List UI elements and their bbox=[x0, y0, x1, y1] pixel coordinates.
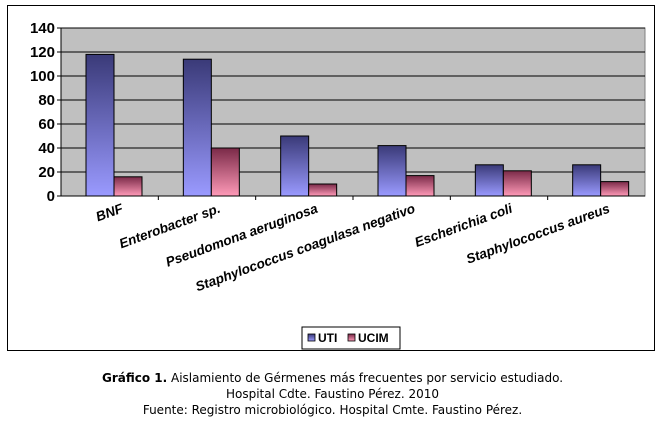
y-tick-label: 0 bbox=[47, 188, 55, 205]
bar-uti-1 bbox=[182, 58, 212, 197]
bar-uti-4 bbox=[474, 164, 504, 197]
figure-caption: Gráfico 1. Aislamiento de Gérmenes más f… bbox=[0, 370, 665, 418]
y-tick-label: 140 bbox=[30, 20, 55, 37]
caption-title: Aislamiento de Gérmenes más frecuentes p… bbox=[167, 371, 564, 385]
y-tick-label: 20 bbox=[38, 164, 55, 181]
y-tick-label: 120 bbox=[30, 44, 55, 61]
bar-uti-5 bbox=[572, 164, 602, 197]
plot-area bbox=[60, 27, 646, 197]
legend-swatch-uti bbox=[307, 333, 316, 342]
caption-prefix: Gráfico 1. bbox=[101, 371, 168, 385]
gridlines bbox=[61, 27, 645, 173]
y-tick-label: 60 bbox=[38, 116, 55, 133]
bar-uti-3 bbox=[377, 145, 407, 197]
x-category-label: BNF bbox=[94, 200, 126, 224]
chart-frame: 0 20 40 60 80 100 120 140 BNF Enterobacter sp. Ps… bbox=[7, 5, 655, 351]
bar-uti-2 bbox=[280, 135, 310, 197]
legend-swatch-ucim bbox=[347, 333, 356, 342]
y-tick-label: 100 bbox=[30, 68, 55, 85]
bar-ucim-4 bbox=[502, 170, 532, 197]
legend: UTI UCIM bbox=[301, 326, 401, 350]
legend-label-uti: UTI bbox=[318, 331, 337, 345]
bar-ucim-2 bbox=[308, 183, 338, 197]
legend-label-ucim: UCIM bbox=[358, 331, 389, 345]
bar-ucim-3 bbox=[405, 175, 435, 197]
y-tick-label: 40 bbox=[38, 140, 55, 157]
bar-ucim-5 bbox=[600, 181, 630, 197]
caption-line-2: Hospital Cdte. Faustino Pérez. 2010 bbox=[225, 387, 439, 401]
axes: 0 20 40 60 80 100 120 140 bbox=[30, 20, 645, 205]
caption-line-3: Fuente: Registro microbiológico. Hospita… bbox=[142, 403, 523, 417]
caption-line-1: Gráfico 1. Aislamiento de Gérmenes más f… bbox=[0, 370, 665, 386]
bar-ucim-0 bbox=[113, 176, 143, 197]
y-tick-label: 80 bbox=[38, 92, 55, 109]
bar-ucim-1 bbox=[210, 147, 240, 197]
bar-uti-0 bbox=[85, 53, 115, 197]
